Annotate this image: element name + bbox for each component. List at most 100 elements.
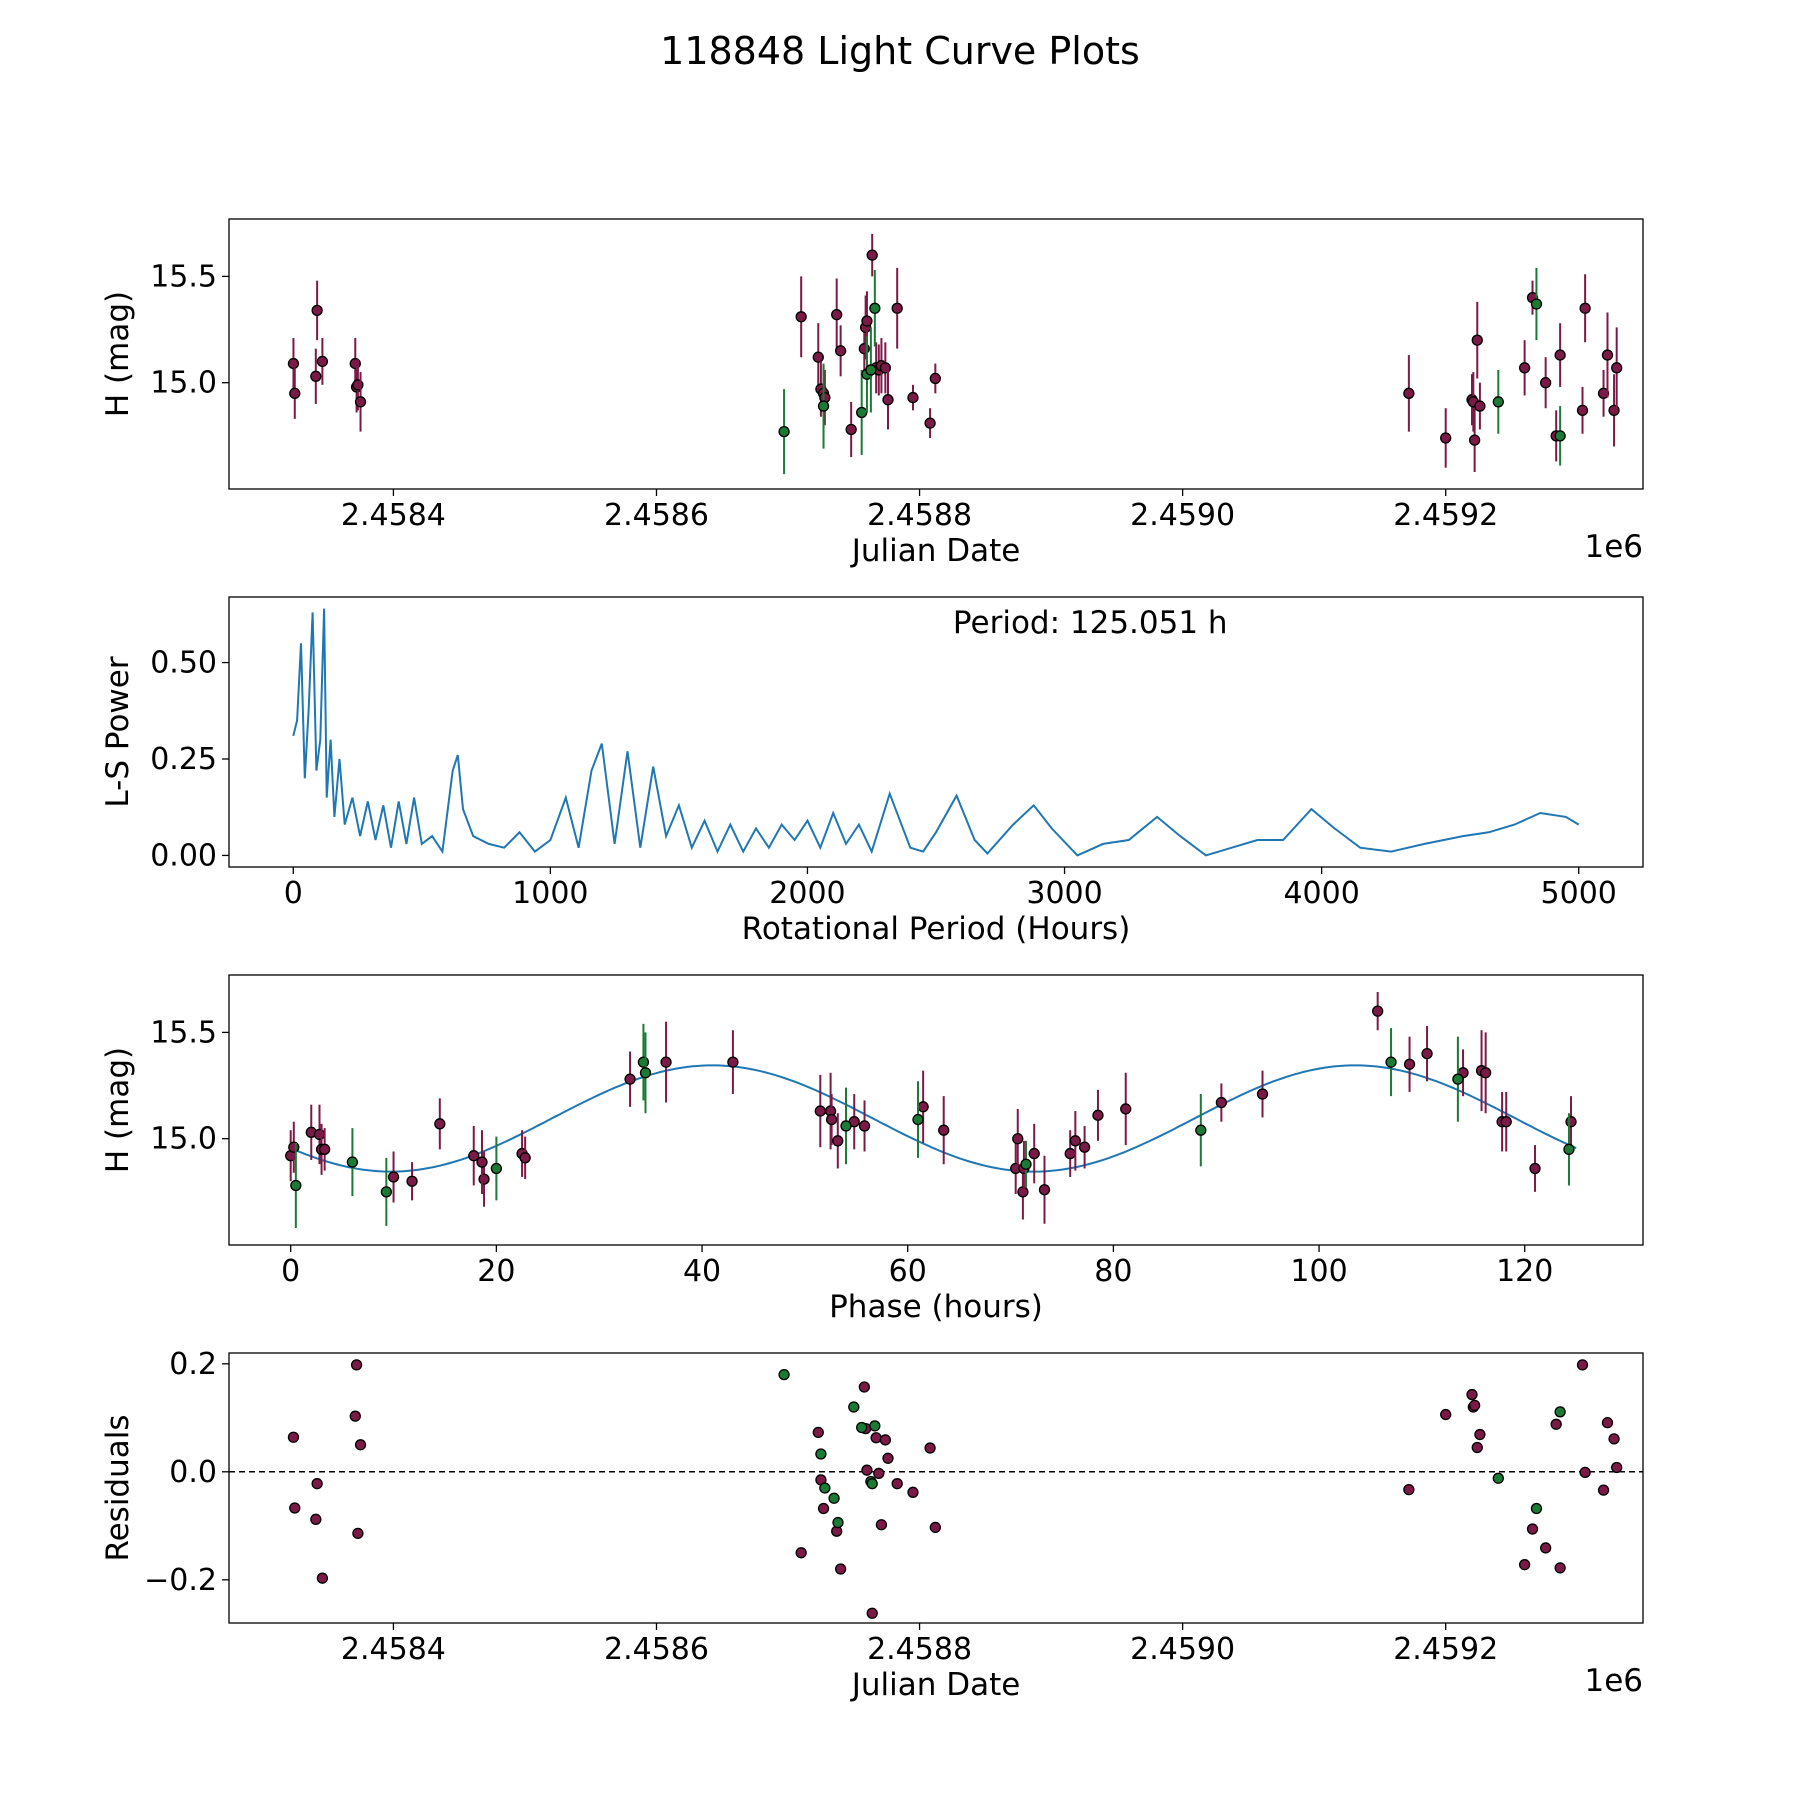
light-curve-xlabel: Julian Date <box>850 533 1021 569</box>
phase-point <box>1403 1058 1416 1070</box>
light-curve-point <box>1554 349 1566 361</box>
x-tick-label: 80 <box>1094 1254 1132 1289</box>
light-curve-point <box>831 309 843 321</box>
light-curve-point <box>795 311 807 323</box>
residual-point <box>349 1410 361 1422</box>
light-curve-point <box>924 417 936 429</box>
residual-point <box>882 1452 894 1464</box>
phase-xlabel: Phase (hours) <box>829 1289 1043 1325</box>
phase-point <box>1529 1162 1541 1175</box>
phase-point <box>1565 1116 1577 1128</box>
residual-point <box>866 1478 878 1490</box>
residual-point <box>1579 1466 1591 1478</box>
residual-point <box>861 1464 873 1476</box>
residual-point <box>929 1521 941 1534</box>
plot-area <box>292 608 1580 857</box>
phase-point <box>478 1173 490 1185</box>
x-tick-label: 2.4588 <box>867 1632 972 1667</box>
y-tick-label: 0.0 <box>169 1455 217 1490</box>
axes-frame <box>228 596 1644 868</box>
light-curve-panel: H (mag) Julian Date 1e6 2.4584 2.4586 2.45… <box>100 218 1644 569</box>
residual-point <box>879 1434 892 1446</box>
residual-point <box>1474 1428 1486 1441</box>
x-tick-label: 2.4586 <box>604 498 709 533</box>
phase-point <box>313 1128 326 1141</box>
light-curve-point <box>817 400 830 412</box>
light-curve-point <box>1518 362 1531 374</box>
residual-point <box>1601 1417 1614 1429</box>
residuals-xlabel: Julian Date <box>850 1667 1021 1703</box>
phase-point <box>318 1143 331 1155</box>
residual-point <box>858 1381 870 1393</box>
residual-point <box>1466 1388 1478 1401</box>
y-tick-label: 0.2 <box>169 1347 217 1382</box>
residual-point <box>869 1420 881 1432</box>
light-curve-point <box>1471 334 1483 346</box>
light-curve-point <box>1468 434 1481 446</box>
x-tick-label: 2.4588 <box>867 498 972 533</box>
residual-point <box>875 1519 888 1531</box>
residual-point <box>832 1516 844 1529</box>
light-curve-point <box>316 355 329 368</box>
phase-point <box>825 1113 838 1126</box>
phase-point <box>1500 1116 1512 1128</box>
phase-point <box>290 1179 302 1192</box>
phase-point <box>858 1120 871 1132</box>
light-curve-point <box>861 315 873 327</box>
residual-point <box>866 1607 878 1619</box>
light-curve-point <box>778 425 790 438</box>
phase-point <box>624 1073 636 1085</box>
phase-point <box>406 1175 418 1187</box>
light-curve-point <box>289 387 301 399</box>
plot-area <box>229 1359 1643 1619</box>
light-curve-point <box>1611 362 1623 374</box>
residual-point <box>1530 1502 1543 1515</box>
light-curve-point <box>1576 404 1589 416</box>
residual-point <box>1550 1418 1562 1430</box>
phase-point <box>1078 1141 1091 1153</box>
light-curve-point <box>1403 387 1415 399</box>
residual-point <box>817 1502 830 1515</box>
residual-point <box>1611 1461 1623 1474</box>
phase-point <box>434 1118 446 1130</box>
x-tick-label: 40 <box>683 1254 721 1289</box>
phase-point <box>639 1067 652 1079</box>
phase-panel: H (mag) Phase (hours) 0 20 40 60 80 100 120 15.… <box>100 974 1644 1325</box>
residual-point <box>819 1482 831 1494</box>
residual-point <box>1540 1542 1552 1554</box>
phase-point <box>1563 1143 1575 1155</box>
residual-point <box>354 1439 367 1451</box>
light-curve-point <box>1440 432 1452 444</box>
residual-point <box>856 1421 868 1434</box>
light-curve-point <box>834 345 847 357</box>
light-curve-point <box>354 396 367 408</box>
phase-point <box>1012 1133 1024 1145</box>
phase-point <box>1092 1109 1104 1121</box>
light-curve-point <box>310 370 322 382</box>
x-tick-label: 2.4592 <box>1393 498 1498 533</box>
residual-point <box>1440 1408 1452 1421</box>
residual-point <box>316 1572 329 1584</box>
phase-point <box>1120 1103 1132 1115</box>
periodogram-panel: L-S Power Rotational Period (Hours) Peri… <box>100 596 1644 947</box>
plot-area <box>287 233 1623 475</box>
phase-point <box>1038 1184 1051 1196</box>
y-tick-label: 15.0 <box>150 366 217 401</box>
residual-point <box>289 1502 301 1514</box>
phase-point <box>519 1152 531 1164</box>
light-curve-point <box>1597 387 1610 399</box>
axes-frame <box>228 218 1644 490</box>
light-curve-point <box>882 394 894 406</box>
x-tick-label: 100 <box>1290 1254 1347 1289</box>
phase-point <box>1372 1005 1384 1017</box>
phase-point <box>1028 1147 1040 1160</box>
light-curve-point <box>845 423 857 436</box>
residual-point <box>907 1486 919 1498</box>
phase-point <box>346 1156 359 1168</box>
phase-ylabel: H (mag) <box>100 1047 136 1173</box>
residual-point <box>1576 1359 1589 1371</box>
phase-point <box>1020 1158 1032 1170</box>
y-tick-label: 15.0 <box>150 1122 217 1157</box>
light-curve-point <box>1540 377 1552 389</box>
x-tick-label: 2.4584 <box>341 1632 446 1667</box>
